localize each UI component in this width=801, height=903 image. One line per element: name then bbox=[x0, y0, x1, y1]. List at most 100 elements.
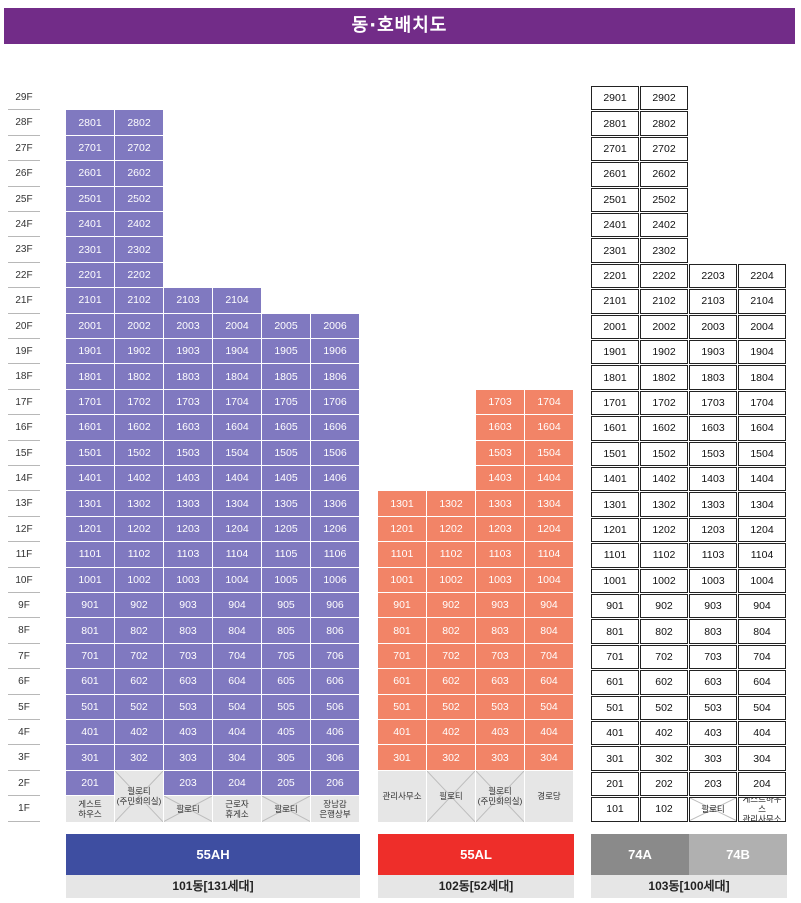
unit-cell: 2203 bbox=[689, 263, 737, 289]
unit-cell: 605 bbox=[262, 669, 311, 695]
unit-cell: 805 bbox=[262, 618, 311, 644]
unit-cell: 1001 bbox=[66, 567, 115, 593]
unit-cell: 904 bbox=[213, 593, 262, 619]
unit-cell: 1402 bbox=[115, 466, 164, 492]
unit-cell: 1702 bbox=[115, 389, 164, 416]
unit-cell: 2302 bbox=[640, 238, 688, 263]
unit-cell: 1701 bbox=[66, 389, 115, 416]
unit-cell: 1203 bbox=[689, 517, 737, 543]
floor-label: 12F bbox=[15, 523, 33, 535]
floor-label: 8F bbox=[18, 625, 30, 637]
unit-cell: 1606 bbox=[311, 415, 360, 441]
unit-cell: 1705 bbox=[262, 389, 311, 416]
facility-cell: 게스트 하우스 bbox=[66, 796, 115, 822]
unit-cell: 604 bbox=[525, 669, 574, 695]
unit-cell: 1801 bbox=[591, 365, 639, 390]
unit-cell: 1303 bbox=[689, 492, 737, 517]
facility-label: 장남감 은행상부 bbox=[319, 798, 351, 819]
unit-cell: 2801 bbox=[66, 110, 115, 136]
unit-cell: 2901 bbox=[591, 86, 639, 111]
unit-cell: 1403 bbox=[689, 467, 737, 492]
floor-divider bbox=[8, 185, 40, 187]
unit-cell: 1601 bbox=[66, 415, 115, 441]
unit-cell: 606 bbox=[311, 669, 360, 695]
facility-label: 게스트하우스 관리사무소 bbox=[742, 797, 782, 822]
unit-cell: 1301 bbox=[66, 491, 115, 517]
unit-cell: 305 bbox=[262, 745, 311, 771]
building-name: 103동[100세대] bbox=[591, 875, 787, 898]
unit-cell: 903 bbox=[689, 594, 737, 619]
unit-cell: 1406 bbox=[311, 466, 360, 492]
unit-cell: 705 bbox=[262, 643, 311, 670]
unit-cell: 1405 bbox=[262, 466, 311, 492]
unit-cell: 703 bbox=[476, 643, 525, 670]
floor-divider bbox=[8, 134, 40, 136]
unit-cell: 802 bbox=[427, 618, 476, 644]
facility-cell: 필로티 bbox=[689, 797, 737, 822]
floor-divider bbox=[8, 338, 40, 339]
unit-cell: 304 bbox=[738, 746, 786, 771]
floor-label: 18F bbox=[15, 371, 33, 383]
building-name: 101동[131세대] bbox=[66, 875, 360, 898]
floor-divider bbox=[8, 592, 40, 593]
unit-cell: 1102 bbox=[115, 542, 164, 568]
unit-cell: 2201 bbox=[591, 263, 639, 289]
unit-cell: 1601 bbox=[591, 416, 639, 441]
floor-divider bbox=[8, 642, 40, 644]
unit-cell: 2602 bbox=[640, 162, 688, 187]
unit-cell: 503 bbox=[164, 694, 213, 720]
unit-cell: 901 bbox=[66, 593, 115, 619]
unit-cell: 1004 bbox=[213, 567, 262, 593]
unit-cell: 2802 bbox=[640, 111, 688, 136]
unit-cell: 2502 bbox=[115, 186, 164, 212]
unit-type-bar: 74B bbox=[689, 834, 787, 875]
unit-cell: 701 bbox=[591, 644, 639, 670]
unit-cell: 1404 bbox=[738, 467, 786, 492]
unit-cell: 704 bbox=[738, 644, 786, 670]
unit-cell: 1005 bbox=[262, 567, 311, 593]
unit-type-bar: 55AH bbox=[66, 834, 360, 875]
unit-cell: 603 bbox=[689, 670, 737, 695]
unit-cell: 1706 bbox=[311, 389, 360, 416]
unit-cell: 2501 bbox=[591, 187, 639, 212]
unit-cell: 602 bbox=[640, 670, 688, 695]
unit-cell: 2402 bbox=[115, 212, 164, 238]
unit-cell: 404 bbox=[525, 720, 574, 746]
unit-cell: 1101 bbox=[591, 543, 639, 568]
unit-cell: 1203 bbox=[476, 516, 525, 543]
unit-cell: 804 bbox=[213, 618, 262, 644]
unit-cell: 1603 bbox=[164, 415, 213, 441]
unit-cell: 1303 bbox=[476, 491, 525, 517]
unit-cell: 1602 bbox=[115, 415, 164, 441]
unit-cell: 1701 bbox=[591, 390, 639, 416]
unit-cell: 102 bbox=[640, 797, 688, 822]
facility-label: 필로티 bbox=[274, 803, 298, 814]
floor-divider bbox=[8, 211, 40, 212]
facility-cell: 필로티 (주민회의실) bbox=[476, 770, 525, 822]
unit-cell: 903 bbox=[164, 593, 213, 619]
unit-cell: 1603 bbox=[689, 416, 737, 441]
unit-cell: 206 bbox=[311, 770, 360, 797]
floor-divider bbox=[8, 820, 40, 822]
unit-cell: 505 bbox=[262, 694, 311, 720]
unit-cell: 1404 bbox=[525, 466, 574, 492]
unit-cell: 1703 bbox=[476, 389, 525, 416]
unit-cell: 503 bbox=[476, 694, 525, 720]
unit-cell: 1202 bbox=[115, 516, 164, 543]
floor-label: 20F bbox=[15, 320, 33, 332]
unit-cell: 1401 bbox=[591, 467, 639, 492]
unit-cell: 1403 bbox=[476, 466, 525, 492]
building-name: 102동[52세대] bbox=[378, 875, 574, 898]
unit-cell: 1704 bbox=[738, 390, 786, 416]
floor-divider bbox=[8, 363, 40, 365]
facility-cell: 필로티 (주민회의실) bbox=[115, 770, 164, 822]
unit-cell: 1401 bbox=[66, 466, 115, 492]
unit-cell: 1004 bbox=[738, 568, 786, 593]
unit-cell: 601 bbox=[591, 670, 639, 695]
floor-label: 7F bbox=[18, 650, 30, 662]
unit-cell: 901 bbox=[378, 593, 427, 619]
floor-label: 19F bbox=[15, 346, 33, 357]
unit-cell: 1306 bbox=[311, 491, 360, 517]
floor-label: 16F bbox=[15, 422, 33, 434]
unit-cell: 701 bbox=[66, 643, 115, 670]
